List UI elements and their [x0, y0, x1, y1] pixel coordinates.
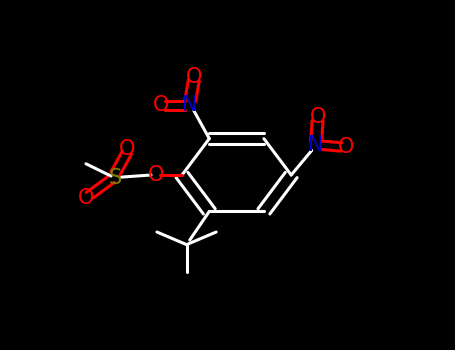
Text: S: S — [109, 168, 122, 188]
Text: N: N — [182, 96, 198, 116]
Text: O: O — [78, 188, 94, 208]
Text: O: O — [338, 137, 354, 157]
Text: N: N — [308, 135, 324, 155]
Text: O: O — [119, 139, 135, 159]
Text: O: O — [309, 107, 326, 127]
Text: O: O — [186, 67, 202, 87]
Text: O: O — [152, 96, 169, 116]
Text: O: O — [147, 165, 164, 185]
